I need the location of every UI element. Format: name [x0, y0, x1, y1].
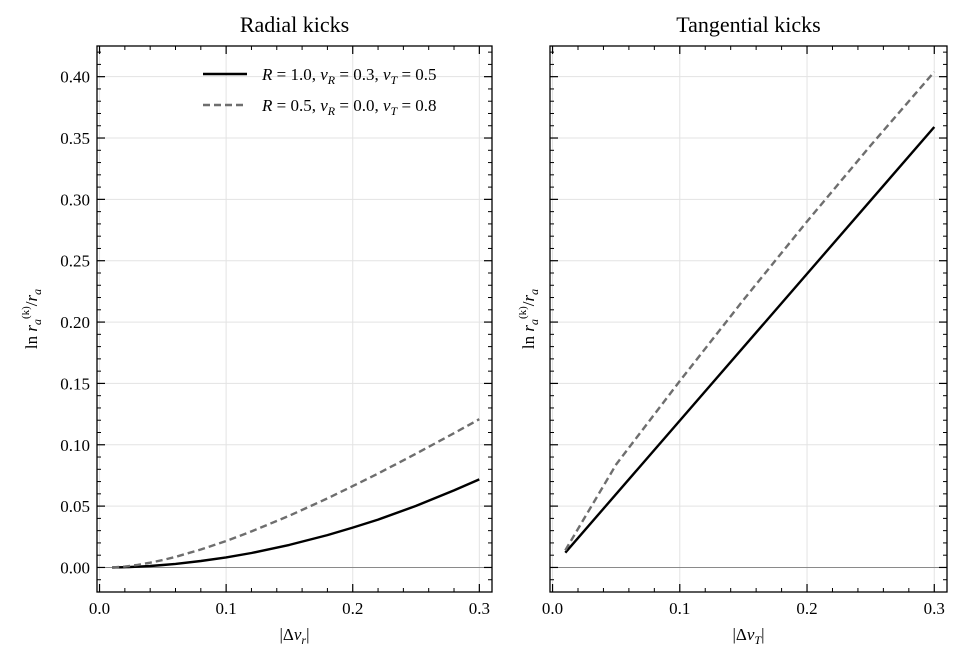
plot-area: 0.0 0.1 0.2 0.3 — [542, 46, 947, 618]
y-axis-label: ln ra(k)/ra — [517, 289, 541, 349]
plot-frame — [96, 45, 493, 593]
y-tick-label: 0.25 — [60, 252, 90, 271]
y-tick-label: 0.40 — [60, 68, 90, 87]
tangential-kicks-panel: Tangential kicks 0.0 0.1 0.2 0.3 |ΔvT| ln r… — [517, 12, 948, 647]
plot-frame — [549, 45, 948, 593]
panel-title: Radial kicks — [240, 12, 349, 37]
x-tick-label: 0.1 — [216, 599, 237, 618]
legend-entry-1: R = 1.0, vR = 0.3, vT = 0.5 — [261, 65, 437, 87]
plot-area: 0.0 0.1 0.2 0.3 0.00 0.05 0.10 0.15 0.20 0.25 0.30… — [60, 46, 492, 618]
series-line-2 — [564, 71, 936, 551]
x-axis-label: |Δvr| — [280, 625, 310, 647]
legend-entry-2: R = 0.5, vR = 0.0, vT = 0.8 — [261, 96, 437, 118]
x-tick-label: 0.0 — [89, 599, 110, 618]
y-tick-label: 0.35 — [60, 129, 90, 148]
series-line-2 — [112, 418, 480, 569]
y-tick-label: 0.30 — [60, 190, 90, 209]
y-tick-label: 0.05 — [60, 497, 90, 516]
x-tick-label: 0.3 — [924, 599, 945, 618]
series-line-1 — [564, 126, 936, 554]
y-tick-label: 0.00 — [60, 558, 90, 577]
y-tick-label: 0.20 — [60, 313, 90, 332]
radial-kicks-panel: Radial kicks 0.0 0.1 0.2 0.3 0.00 0.05 0.10 0.1… — [20, 12, 493, 647]
panel-title: Tangential kicks — [676, 12, 820, 37]
x-tick-label: 0.3 — [469, 599, 490, 618]
y-tick-label: 0.15 — [60, 374, 90, 393]
x-tick-label: 0.2 — [796, 599, 817, 618]
legend: R = 1.0, vR = 0.3, vT = 0.5 R = 0.5, vR … — [203, 65, 437, 118]
series-line-1 — [112, 478, 480, 569]
x-axis-label: |ΔvT| — [733, 625, 765, 647]
x-tick-label: 0.2 — [342, 599, 363, 618]
y-tick-label: 0.10 — [60, 436, 90, 455]
x-tick-label: 0.0 — [542, 599, 563, 618]
y-axis-label: ln ra(k)/ra — [20, 289, 44, 349]
x-tick-label: 0.1 — [669, 599, 690, 618]
